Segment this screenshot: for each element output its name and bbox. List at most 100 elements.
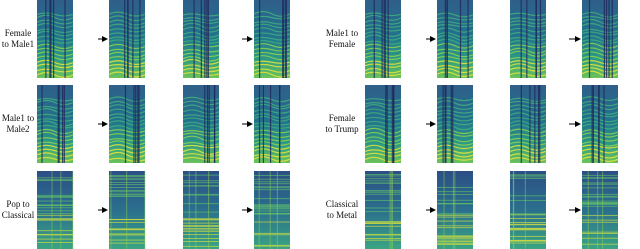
tone — [183, 225, 219, 227]
tone — [582, 221, 618, 223]
harmonic — [436, 136, 474, 143]
harmonic — [364, 31, 402, 37]
pause — [132, 0, 134, 78]
pause — [206, 0, 208, 78]
tone — [254, 207, 290, 209]
tone — [510, 240, 546, 241]
pause — [385, 85, 387, 163]
tone — [183, 224, 219, 226]
harmonic — [436, 109, 474, 114]
harmonic — [436, 149, 474, 154]
tone — [183, 230, 219, 232]
tone — [582, 219, 618, 221]
onset — [443, 171, 445, 249]
pause — [442, 85, 444, 163]
tone — [37, 218, 73, 220]
spectrogram — [253, 0, 291, 78]
tone — [37, 233, 73, 235]
tone — [365, 182, 401, 184]
harmonic — [364, 124, 402, 129]
harmonic — [108, 116, 146, 123]
onset — [587, 171, 589, 249]
harmonic — [182, 117, 220, 122]
row-label: Male1 to — [2, 113, 35, 123]
pause — [386, 85, 388, 163]
harmonic — [36, 43, 74, 50]
spectrogram — [254, 171, 290, 249]
harmonic — [36, 19, 74, 25]
harmonic — [108, 129, 146, 134]
tone — [365, 180, 401, 182]
harmonic — [364, 47, 402, 52]
harmonic — [108, 157, 146, 162]
spectrogram — [582, 171, 618, 249]
tone — [510, 214, 546, 216]
pause — [200, 0, 202, 78]
spectrogram — [436, 85, 474, 163]
tone — [183, 180, 219, 182]
harmonic — [581, 144, 619, 149]
tone — [37, 205, 73, 206]
spectrogram — [364, 0, 402, 78]
pause — [608, 0, 610, 78]
harmonic — [509, 157, 547, 162]
spectrogram — [37, 171, 74, 249]
spectrogram-bg — [510, 171, 546, 249]
tone — [582, 202, 618, 203]
row-label: Female — [5, 28, 32, 38]
pause — [139, 0, 141, 78]
pause — [383, 0, 385, 78]
tone — [510, 222, 546, 223]
tone — [254, 206, 290, 208]
pause — [520, 85, 522, 163]
harmonic — [108, 120, 146, 126]
harmonic — [581, 117, 619, 123]
harmonic — [509, 120, 547, 127]
harmonic — [364, 19, 402, 25]
harmonic — [364, 60, 402, 65]
tone — [254, 205, 290, 207]
harmonic — [364, 149, 402, 154]
row-label: Female — [329, 113, 356, 123]
tone — [582, 183, 618, 185]
onset — [454, 171, 456, 249]
tone — [365, 222, 401, 224]
onset — [512, 171, 514, 249]
pause — [285, 0, 287, 78]
tone — [582, 205, 618, 207]
tone — [37, 234, 73, 236]
pause — [611, 0, 613, 78]
harmonic — [436, 156, 474, 161]
onset — [524, 171, 526, 249]
row-label: Male1 to — [326, 28, 359, 38]
pause — [138, 85, 140, 163]
pause — [450, 85, 452, 163]
tone — [37, 214, 73, 216]
pause — [391, 85, 393, 163]
harmonic — [364, 131, 402, 138]
harmonic — [581, 120, 619, 126]
harmonic — [581, 129, 619, 135]
tone — [183, 238, 219, 239]
harmonic — [509, 117, 547, 121]
tone — [510, 176, 546, 178]
tone — [254, 210, 290, 212]
pause — [259, 0, 261, 78]
harmonic — [364, 12, 402, 17]
harmonic — [182, 96, 220, 102]
harmonic — [581, 148, 619, 154]
harmonic — [108, 113, 146, 119]
row-label: Classical — [2, 210, 35, 220]
tone — [510, 229, 546, 231]
tone — [37, 179, 73, 181]
harmonic — [581, 123, 619, 130]
harmonic — [364, 98, 402, 102]
pause — [534, 85, 536, 163]
harmonic — [108, 96, 146, 103]
tone — [365, 233, 401, 235]
tone — [254, 198, 290, 200]
tone — [365, 207, 401, 209]
onset — [602, 171, 604, 249]
harmonic — [509, 108, 547, 114]
